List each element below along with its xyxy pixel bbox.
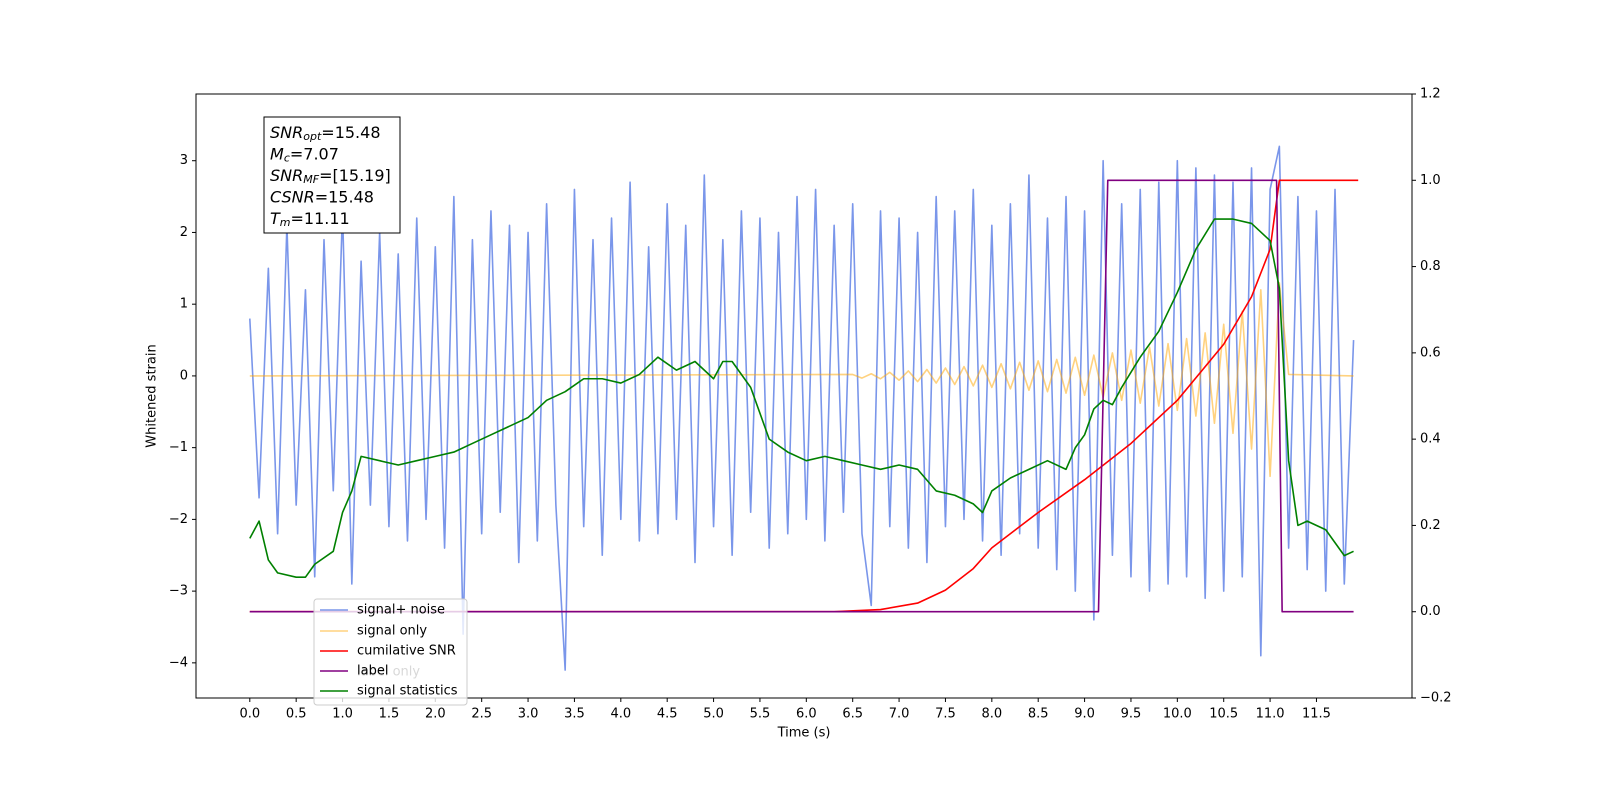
y-tick-label: 0	[180, 368, 188, 383]
x-tick-label: 7.0	[889, 707, 910, 722]
series-line	[249, 145, 1355, 671]
y2-tick-label: 0.4	[1420, 432, 1441, 447]
annotation-name: CSNR	[270, 187, 315, 206]
x-tick-label: 6.0	[796, 707, 817, 722]
x-tick-label: 11.0	[1256, 707, 1285, 722]
x-tick-label: 9.5	[1121, 707, 1142, 722]
legend-hidden-entry: label only	[357, 665, 420, 680]
y2-tick-label: 1.0	[1420, 173, 1441, 188]
annotation-line: Tm=11.11	[270, 209, 350, 230]
y-tick-label: 2	[180, 225, 188, 240]
y-tick-label: −1	[169, 440, 188, 455]
x-tick-label: 0.0	[239, 707, 260, 722]
legend-label: cumilative SNR	[357, 644, 456, 659]
x-tick-label: 10.0	[1163, 707, 1192, 722]
x-tick-label: 10.5	[1209, 707, 1238, 722]
y2-tick-label: −0.2	[1420, 691, 1452, 706]
annotation-name: SNR	[270, 166, 303, 185]
annotation-line: SNRMF=[15.19]	[270, 166, 391, 187]
x-tick-label: 1.0	[332, 707, 353, 722]
series-line	[249, 281, 1354, 478]
x-tick-label: 7.5	[935, 707, 956, 722]
legend: label only signal+ noise signal only cumila…	[313, 598, 468, 706]
x-tick-label: 9.0	[1074, 707, 1095, 722]
legend-label: signal+ noise	[357, 603, 445, 618]
y2-tick-label: 0.6	[1420, 345, 1441, 360]
x-tick-label: 4.5	[657, 707, 678, 722]
x-tick-label: 8.0	[981, 707, 1002, 722]
annotation-line: CSNR=15.48	[270, 187, 374, 206]
x-axis-label: Time (s)	[777, 726, 831, 741]
x-tick-label: 5.5	[750, 707, 771, 722]
x-tick-label: 4.0	[610, 707, 631, 722]
plot-area	[249, 145, 1359, 671]
y-axis-label: Whitened strain	[145, 344, 160, 447]
axes-frame	[195, 93, 1413, 699]
annotation-subscript: c	[284, 152, 290, 165]
annotation-line: SNRopt=15.48	[270, 123, 381, 144]
legend-label: signal only	[357, 624, 427, 639]
annotation-subscript: m	[280, 216, 291, 229]
x-tick-label: 0.5	[286, 707, 307, 722]
y2-tick-label: 0.0	[1420, 604, 1441, 619]
y-tick-label: 1	[180, 297, 188, 312]
legend-label: signal statistics	[357, 684, 458, 699]
x-tick-label: 2.0	[425, 707, 446, 722]
series-line	[249, 179, 1354, 613]
x-tick-label: 1.5	[379, 707, 400, 722]
annotation-subscript: opt	[303, 130, 322, 143]
annotation-value: =15.48	[315, 187, 374, 206]
x-tick-label: 3.5	[564, 707, 585, 722]
annotation-subscript: MF	[303, 173, 319, 186]
annotation-box	[263, 116, 401, 234]
y-tick-label: −4	[169, 655, 188, 670]
legend-box	[313, 598, 468, 706]
annotation-name: SNR	[270, 123, 303, 142]
annotation-line: Mc=7.07	[270, 144, 339, 165]
x-tick-label: 11.5	[1302, 707, 1331, 722]
x-tick-label: 6.5	[842, 707, 863, 722]
annotation-value: =15.48	[321, 123, 380, 142]
y2-tick-label: 0.8	[1420, 259, 1441, 274]
annotation-name: M	[270, 144, 284, 163]
y-tick-label: −3	[169, 584, 188, 599]
annotation-value: =11.11	[291, 209, 350, 228]
y2-tick-label: 1.2	[1420, 87, 1441, 102]
x-tick-label: 5.0	[703, 707, 724, 722]
legend-label: label	[357, 664, 388, 679]
y-tick-label: −2	[169, 512, 188, 527]
annotation-value: =[15.19]	[319, 166, 391, 185]
annotation-name: T	[270, 209, 281, 228]
x-tick-label: 8.5	[1028, 707, 1049, 722]
series-line	[249, 218, 1354, 578]
y2-tick-label: 0.2	[1420, 518, 1441, 533]
x-tick-label: 3.0	[518, 707, 539, 722]
series-line	[249, 179, 1359, 613]
y-tick-label: 3	[180, 153, 188, 168]
x-tick-label: 2.5	[471, 707, 492, 722]
annotation-value: =7.07	[290, 144, 339, 163]
